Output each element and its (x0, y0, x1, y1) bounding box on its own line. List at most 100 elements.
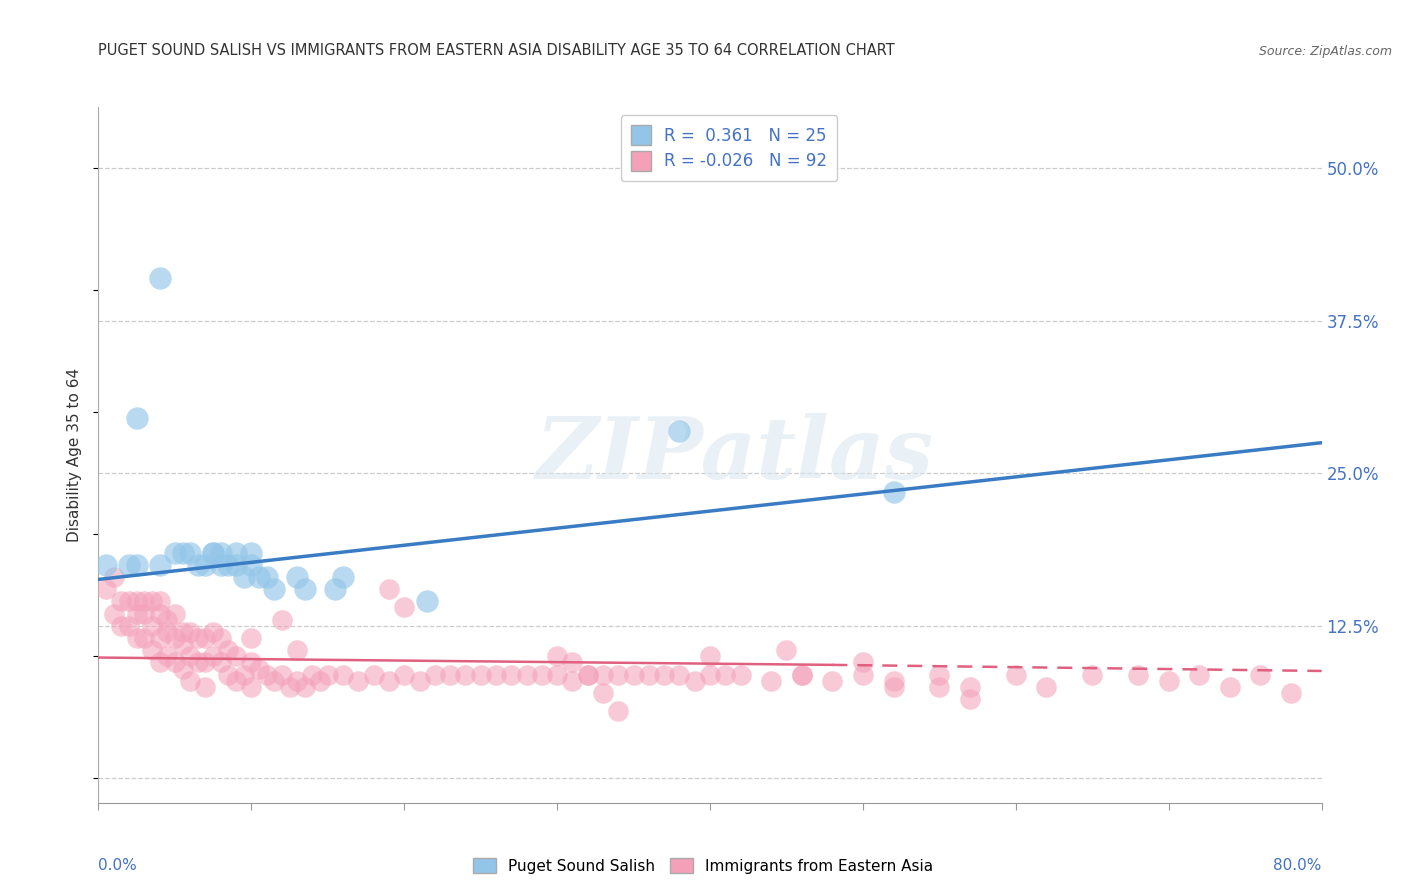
Point (607, 704, 630, 718)
Point (294, 680, 316, 694)
Point (928, 667, 950, 681)
Point (285, 673, 308, 688)
Point (240, 631, 263, 645)
Point (392, 667, 416, 681)
Point (683, 673, 706, 688)
Point (110, 619, 132, 633)
Point (561, 656, 583, 670)
Point (852, 656, 875, 670)
Point (1035, 680, 1057, 694)
Point (363, 667, 385, 681)
Point (607, 667, 630, 681)
Point (240, 656, 263, 670)
Point (103, 607, 125, 621)
Point (118, 594, 141, 608)
Point (141, 619, 163, 633)
Point (790, 667, 813, 681)
Point (759, 673, 782, 688)
Legend: R =  0.361   N = 25, R = -0.026   N = 92: R = 0.361 N = 25, R = -0.026 N = 92 (620, 115, 837, 180)
Point (149, 656, 172, 670)
Point (959, 680, 981, 694)
Point (325, 582, 347, 597)
Point (94, 558, 117, 572)
Point (821, 673, 844, 688)
Point (1188, 667, 1211, 681)
Point (209, 656, 232, 670)
Point (134, 631, 156, 645)
Point (172, 624, 194, 639)
Point (134, 607, 156, 621)
Point (118, 558, 141, 572)
Point (179, 624, 201, 639)
Point (156, 649, 179, 664)
Point (209, 545, 232, 559)
Text: ZIPatlas: ZIPatlas (536, 413, 934, 497)
Point (1004, 667, 1026, 681)
Point (134, 594, 156, 608)
Point (240, 558, 263, 572)
Point (294, 582, 316, 597)
Point (668, 667, 690, 681)
Point (332, 570, 354, 584)
Point (247, 570, 270, 584)
Point (163, 607, 186, 621)
Y-axis label: Disability Age 35 to 64: Disability Age 35 to 64 (67, 368, 83, 542)
Point (309, 673, 332, 688)
Point (852, 667, 875, 681)
Point (1081, 667, 1104, 681)
Point (149, 607, 172, 621)
Point (232, 570, 254, 584)
Point (179, 673, 201, 688)
Point (125, 411, 148, 425)
Point (163, 656, 186, 670)
Point (156, 624, 179, 639)
Point (592, 686, 614, 700)
Point (278, 680, 301, 694)
Text: 80.0%: 80.0% (1274, 858, 1322, 873)
Point (623, 667, 645, 681)
Point (225, 545, 247, 559)
Point (202, 545, 225, 559)
Point (149, 631, 172, 645)
Point (285, 643, 308, 657)
Point (156, 613, 179, 627)
Point (149, 271, 172, 285)
Point (501, 667, 523, 681)
Point (256, 570, 278, 584)
Point (416, 594, 439, 608)
Point (149, 558, 172, 572)
Point (163, 545, 186, 559)
Point (225, 673, 247, 688)
Point (485, 667, 508, 681)
Point (232, 667, 254, 681)
Point (775, 643, 797, 657)
Point (217, 558, 239, 572)
Point (209, 631, 232, 645)
Point (959, 692, 981, 706)
Point (194, 656, 217, 670)
Point (378, 582, 401, 597)
Point (194, 680, 217, 694)
Point (202, 624, 225, 639)
Point (217, 643, 239, 657)
Point (790, 667, 813, 681)
Point (423, 667, 446, 681)
Point (454, 667, 477, 681)
Point (141, 643, 163, 657)
Point (730, 667, 752, 681)
Point (928, 680, 950, 694)
Point (110, 594, 132, 608)
Point (225, 649, 247, 664)
Point (652, 667, 675, 681)
Point (530, 667, 553, 681)
Point (546, 667, 568, 681)
Point (332, 667, 354, 681)
Point (1128, 667, 1150, 681)
Point (392, 600, 416, 615)
Point (1157, 673, 1180, 688)
Point (378, 673, 401, 688)
Point (668, 424, 690, 438)
Point (202, 649, 225, 664)
Point (202, 545, 225, 559)
Point (240, 545, 263, 559)
